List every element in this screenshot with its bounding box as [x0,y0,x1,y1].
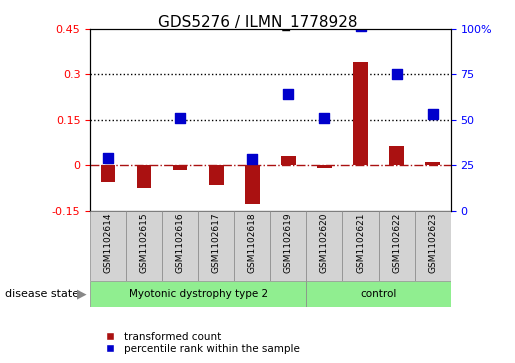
Bar [379,211,415,281]
Bar [306,281,451,307]
Bar [101,165,115,182]
Bar [353,62,368,165]
Text: GSM1102623: GSM1102623 [428,213,437,273]
Bar [389,146,404,165]
Text: GSM1102616: GSM1102616 [176,213,185,273]
Text: GSM1102618: GSM1102618 [248,213,257,273]
Text: GSM1102622: GSM1102622 [392,213,401,273]
Text: ▶: ▶ [77,287,87,301]
Bar [209,165,224,185]
Text: Myotonic dystrophy type 2: Myotonic dystrophy type 2 [129,289,268,299]
Text: control: control [360,289,397,299]
Bar [198,211,234,281]
Legend: transformed count, percentile rank within the sample: transformed count, percentile rank withi… [95,327,304,358]
Bar [245,165,260,204]
Bar [306,211,342,281]
Bar [415,211,451,281]
Bar [342,211,379,281]
Text: GSM1102621: GSM1102621 [356,213,365,273]
Point [176,115,184,121]
Text: GSM1102617: GSM1102617 [212,213,221,273]
Point [104,155,112,160]
Bar [162,211,198,281]
Text: disease state: disease state [5,289,79,299]
Bar [90,281,306,307]
Bar [425,162,440,165]
Bar [270,211,306,281]
Point [392,72,401,77]
Text: GSM1102619: GSM1102619 [284,213,293,273]
Bar [234,211,270,281]
Point [356,23,365,29]
Point [428,111,437,117]
Bar [317,165,332,168]
Bar [126,211,162,281]
Point [320,115,329,121]
Text: GDS5276 / ILMN_1778928: GDS5276 / ILMN_1778928 [158,15,357,31]
Text: GSM1102614: GSM1102614 [104,213,113,273]
Bar [173,165,187,170]
Bar [90,211,126,281]
Bar [137,165,151,188]
Bar [281,156,296,165]
Point [284,91,293,97]
Text: GSM1102620: GSM1102620 [320,213,329,273]
Point [248,156,256,162]
Text: GSM1102615: GSM1102615 [140,213,149,273]
